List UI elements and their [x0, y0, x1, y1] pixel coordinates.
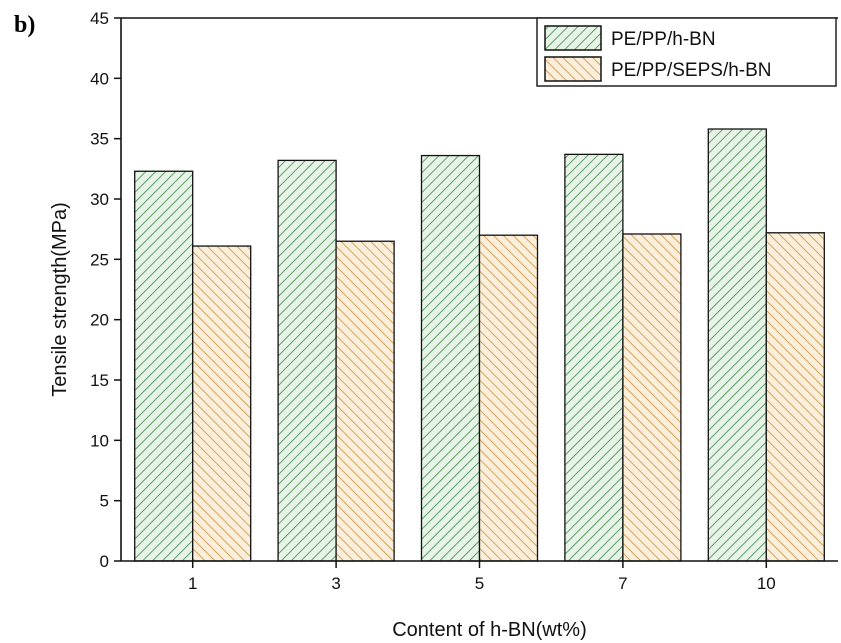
bar-pe-pp-h-bn-5: [420, 154, 481, 562]
bar-pe-pp-h-bn-7: [564, 153, 624, 562]
y-tick-label-45: 45: [90, 9, 109, 28]
y-tick-label-5: 5: [100, 492, 109, 511]
y-tick-label-40: 40: [90, 69, 109, 88]
bar-pe-pp-h-bn-1: [134, 170, 194, 562]
x-axis-title: Content of h-BN(wt%): [392, 619, 587, 641]
bar-pe-pp-seps-h-bn-10: [765, 232, 825, 562]
x-tick-label-5: 5: [475, 574, 484, 593]
legend: PE/PP/h-BN PE/PP/SEPS/h-BN: [536, 17, 837, 87]
y-tick-label-0: 0: [100, 552, 109, 571]
legend-swatch-pe-pp-h-bn: [544, 25, 602, 51]
bar-pe-pp-seps-h-bn-3: [335, 240, 395, 562]
x-tick-label-7: 7: [618, 574, 627, 593]
y-tick-label-15: 15: [90, 371, 109, 390]
x-tick-label-10: 10: [757, 574, 776, 593]
bar-pe-pp-seps-h-bn-5: [478, 234, 539, 562]
x-tick-label-3: 3: [331, 574, 340, 593]
bar-pe-pp-seps-h-bn-1: [192, 245, 252, 562]
legend-label-pe-pp-seps-h-bn: PE/PP/SEPS/h-BN: [611, 60, 772, 81]
bar-pe-pp-h-bn-10: [707, 128, 767, 562]
bar-pe-pp-seps-h-bn-7: [622, 233, 682, 562]
legend-label-pe-pp-h-bn: PE/PP/h-BN: [611, 29, 716, 50]
y-axis-title: Tensile strength(MPa): [49, 202, 71, 397]
panel-label: b): [14, 12, 35, 38]
y-tick-label-20: 20: [90, 311, 109, 330]
y-tick-label-25: 25: [90, 250, 109, 269]
y-tick-label-35: 35: [90, 130, 109, 149]
y-tick-label-30: 30: [90, 190, 109, 209]
x-tick-label-1: 1: [188, 574, 197, 593]
bars-layer: [134, 128, 825, 562]
legend-swatch-pe-pp-seps-h-bn: [544, 56, 602, 82]
bar-pe-pp-h-bn-3: [277, 159, 337, 562]
y-tick-label-10: 10: [90, 431, 109, 450]
